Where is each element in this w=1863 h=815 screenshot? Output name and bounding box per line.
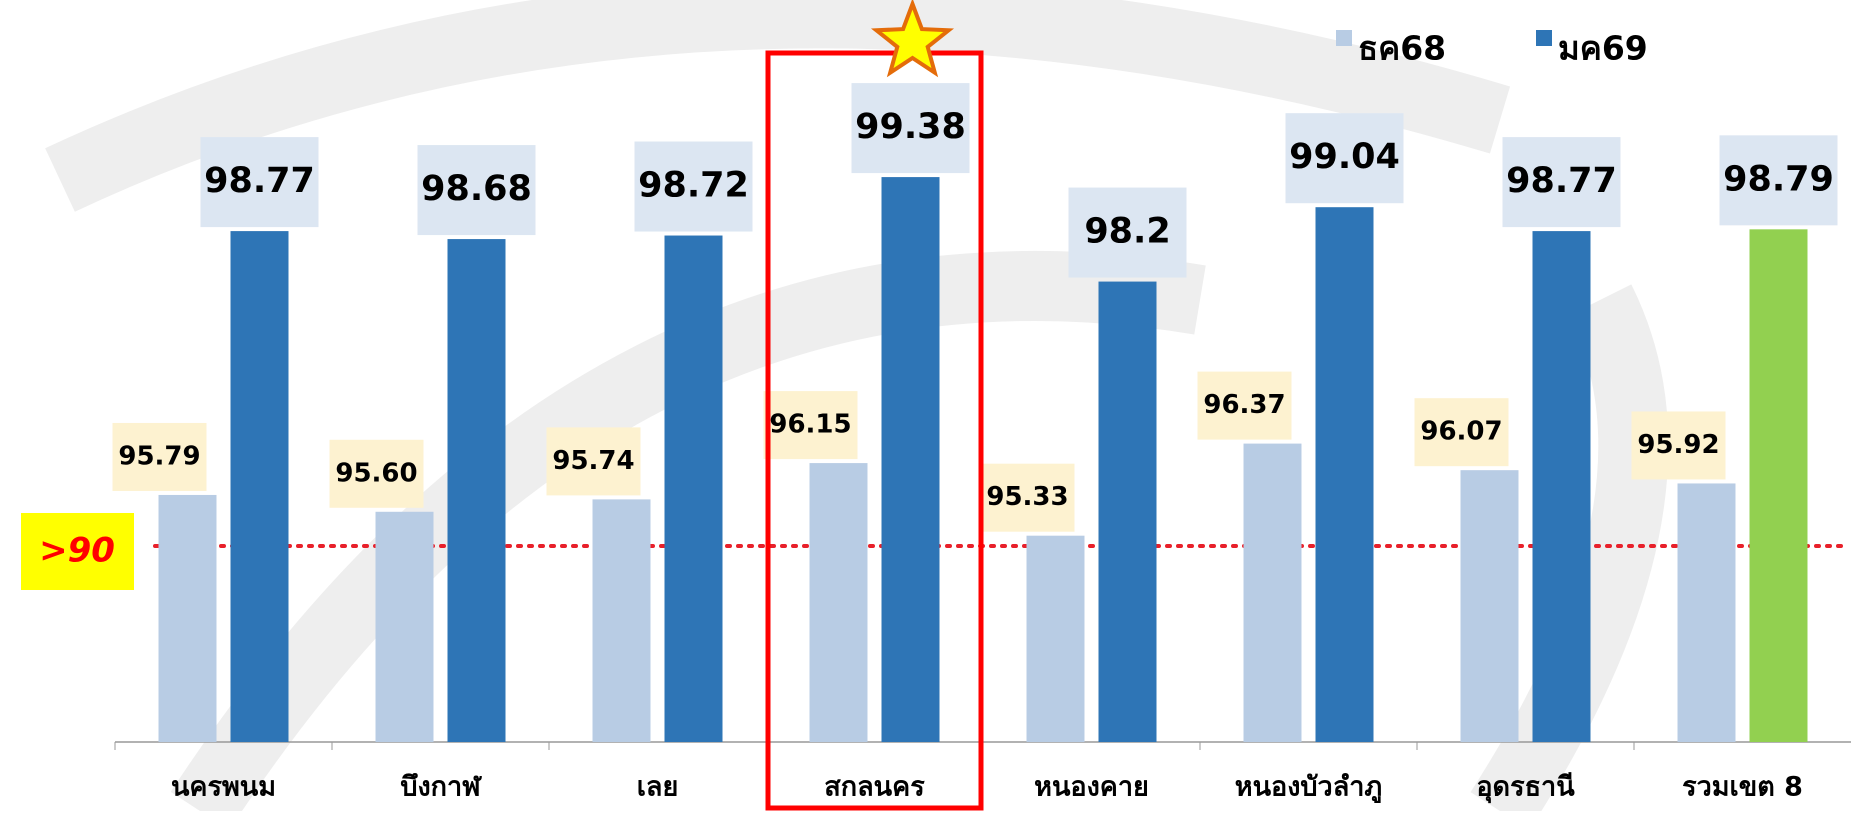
bar (375, 511, 434, 742)
x-tick-label: เลย (637, 772, 679, 803)
value-label-box (417, 145, 536, 236)
value-label: 95.92 (1637, 430, 1719, 460)
plot: นครพนม 95.79 98.77 บึงกาฬ 95.60 98.68 เลย 95.74… (112, 83, 1838, 804)
value-label-box (1631, 411, 1726, 480)
x-tick-label: นครพนม (171, 772, 276, 803)
legend-swatch (1336, 30, 1352, 46)
value-label: 96.37 (1203, 390, 1285, 420)
value-label-box (1285, 113, 1404, 204)
value-label-box (1068, 187, 1187, 278)
bar (809, 463, 868, 742)
value-label-box (329, 439, 424, 508)
value-label: 95.60 (335, 458, 417, 488)
value-label: 95.74 (552, 446, 634, 476)
legend-label: มค69 (1558, 29, 1648, 68)
value-label: 98.77 (204, 161, 315, 201)
bar (230, 231, 289, 743)
value-label: 99.38 (855, 107, 966, 147)
legend-swatch (1536, 30, 1552, 46)
threshold-box (21, 513, 134, 590)
x-tick-label: รวมเขต 8 (1682, 772, 1803, 803)
legend-label: ธค68 (1358, 29, 1446, 68)
value-label: 98.72 (638, 166, 749, 206)
x-tick-label: หนองบัวลำภู (1235, 772, 1382, 804)
value-label-box (200, 137, 319, 228)
bar (158, 494, 217, 742)
bar (1243, 443, 1302, 742)
x-tick-label: หนองคาย (1034, 772, 1149, 803)
value-label: 96.07 (1420, 417, 1502, 447)
value-label: 98.79 (1723, 159, 1834, 199)
bar (1315, 207, 1374, 743)
bar (881, 177, 940, 742)
bar (447, 239, 506, 742)
value-label: 98.68 (421, 169, 532, 209)
bar (1749, 229, 1808, 743)
x-tick-label: อุดรธานี (1476, 772, 1575, 804)
bar (1532, 231, 1591, 743)
value-label: 96.15 (769, 410, 851, 440)
star (870, 0, 955, 78)
value-label: 99.04 (1289, 137, 1400, 177)
value-label-box (546, 427, 641, 496)
bar (1460, 470, 1519, 742)
value-label: 98.2 (1084, 212, 1170, 252)
bar (1026, 535, 1085, 742)
value-label-box (634, 141, 753, 232)
bar (664, 235, 723, 742)
value-label: 98.77 (1506, 161, 1617, 201)
value-label-box (112, 422, 207, 491)
value-label-box (1414, 398, 1509, 467)
x-tick-label: บึงกาฬ (400, 772, 482, 803)
legend: ธค68 มค69 (1336, 29, 1648, 68)
value-label: 95.79 (118, 441, 200, 471)
x-tick-label: สกลนคร (824, 772, 925, 803)
value-label-box (763, 391, 858, 460)
value-label: 95.33 (986, 482, 1068, 512)
value-label-box (980, 463, 1075, 532)
bar (1677, 483, 1736, 742)
value-label-box (1197, 371, 1292, 440)
threshold-label: >90 (39, 531, 115, 571)
highlight-box (765, 50, 984, 811)
value-label-box (1502, 137, 1621, 228)
bar (1098, 281, 1157, 742)
value-label-box (1719, 135, 1838, 226)
bar (592, 499, 651, 742)
value-label-box (851, 83, 970, 174)
